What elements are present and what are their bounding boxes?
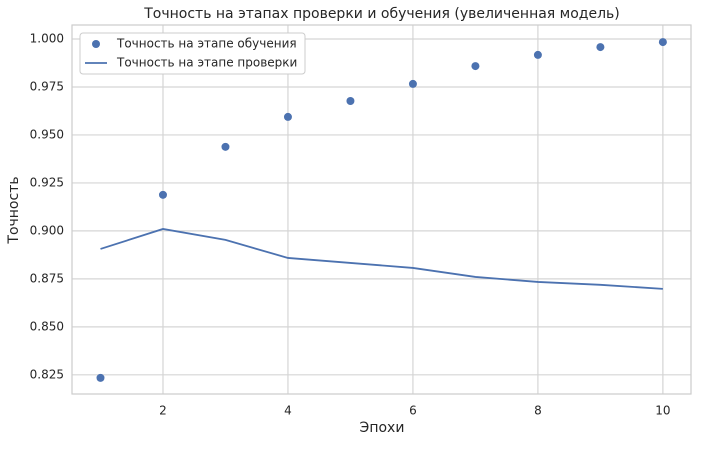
x-tick-label: 4 (284, 404, 292, 418)
y-tick-label: 0.875 (30, 271, 64, 285)
data-point (346, 96, 355, 105)
y-tick-label: 0.975 (30, 79, 64, 93)
y-tick-label: 1.000 (30, 32, 64, 46)
y-tick-label: 0.850 (30, 319, 64, 333)
x-tick-label: 6 (409, 404, 417, 418)
x-tick-label: 8 (534, 404, 542, 418)
data-point (596, 43, 605, 52)
y-tick-label: 0.925 (30, 175, 64, 189)
data-point (533, 50, 542, 59)
x-tick-label: 10 (655, 404, 670, 418)
data-point (283, 112, 292, 121)
legend-marker (92, 40, 100, 48)
data-point (158, 190, 167, 199)
legend-label: Точность на этапе обучения (116, 37, 297, 51)
data-point (471, 62, 480, 71)
y-axis-label: Точность (6, 176, 22, 244)
data-point (96, 373, 105, 382)
x-axis-label: Эпохи (360, 420, 405, 436)
legend-label: Точность на этапе проверки (116, 56, 297, 70)
data-point (658, 38, 667, 47)
y-tick-label: 0.825 (30, 367, 64, 381)
data-point (408, 79, 417, 88)
x-tick-label: 2 (159, 404, 167, 418)
y-tick-label: 0.950 (30, 127, 64, 141)
y-tick-label: 0.900 (30, 223, 64, 237)
data-line (100, 228, 663, 290)
legend-box (79, 32, 306, 75)
plot-area (72, 25, 691, 394)
plot-frame (71, 24, 692, 395)
chart-title: Точность на этапах проверки и обучения (… (143, 6, 620, 22)
data-point (221, 142, 230, 151)
